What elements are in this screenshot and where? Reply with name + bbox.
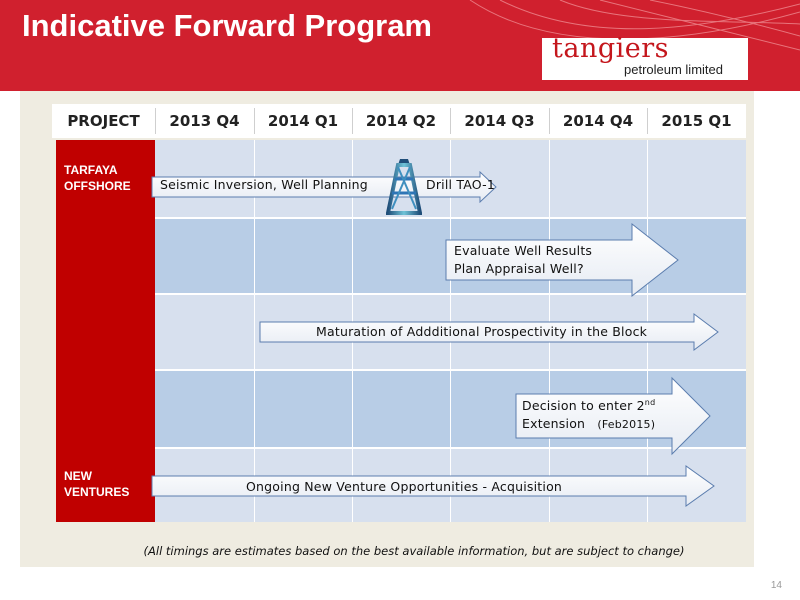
arrow-label: Seismic Inversion, Well Planning bbox=[160, 177, 368, 192]
column-header: 2014 Q1 bbox=[267, 112, 339, 130]
arrow-new-ventures: Ongoing New Venture Opportunities - Acqu… bbox=[150, 464, 716, 508]
column-header: 2014 Q3 bbox=[464, 112, 535, 130]
project-column: TARFAYA OFFSHORE NEW VENTURES bbox=[56, 140, 155, 522]
column-header: 2013 Q4 bbox=[169, 112, 240, 130]
column-header: 2014 Q2 bbox=[365, 112, 437, 130]
ordinal-superscript: nd bbox=[644, 398, 656, 407]
column-header-project: PROJECT bbox=[67, 112, 140, 130]
arrow-maturation: Maturation of Addditional Prospectivity … bbox=[258, 313, 720, 351]
page-title: Indicative Forward Program bbox=[22, 8, 432, 43]
arrow-label-part: Extension bbox=[522, 416, 586, 431]
arrow-label: Ongoing New Venture Opportunities - Acqu… bbox=[246, 479, 563, 494]
drilling-rig-icon bbox=[386, 159, 422, 215]
slide-header: Indicative Forward Program tangiers petr… bbox=[0, 0, 800, 91]
table-header-row: PROJECT 2013 Q4 2014 Q1 2014 Q2 2014 Q3 … bbox=[52, 104, 746, 138]
project-label-new-ventures: NEW VENTURES bbox=[64, 469, 130, 499]
arrow-decision-extension: Decision to enter 2nd Extension (Feb2015… bbox=[514, 376, 712, 456]
arrow-label: Extension (Feb2015) bbox=[522, 416, 655, 431]
footnote: (All timings are estimates based on the … bbox=[143, 544, 685, 558]
logo-subtitle: petroleum limited bbox=[624, 62, 723, 77]
page-number: 14 bbox=[770, 580, 782, 591]
arrow-label-part: Decision to enter 2 bbox=[522, 398, 645, 414]
arrow-seismic-drill: Seismic Inversion, Well Planning Drill T… bbox=[150, 171, 498, 203]
project-label-tarfaya: TARFAYA OFFSHORE bbox=[64, 163, 131, 193]
arrow-label: Plan Appraisal Well? bbox=[454, 261, 584, 276]
arrow-label: Drill TAO-1 bbox=[426, 177, 496, 192]
logo-wordmark: tangiers bbox=[552, 33, 669, 64]
arrow-note: (Feb2015) bbox=[597, 418, 656, 431]
company-logo: tangiers petroleum limited bbox=[542, 33, 748, 80]
arrow-label: Evaluate Well Results bbox=[454, 243, 593, 258]
column-header: 2014 Q4 bbox=[562, 112, 634, 130]
arrow-label: Maturation of Addditional Prospectivity … bbox=[316, 324, 648, 339]
arrow-evaluate-results: Evaluate Well Results Plan Appraisal Wel… bbox=[444, 222, 680, 298]
arrow-label: Decision to enter 2nd bbox=[522, 398, 655, 413]
column-header: 2015 Q1 bbox=[661, 112, 732, 130]
